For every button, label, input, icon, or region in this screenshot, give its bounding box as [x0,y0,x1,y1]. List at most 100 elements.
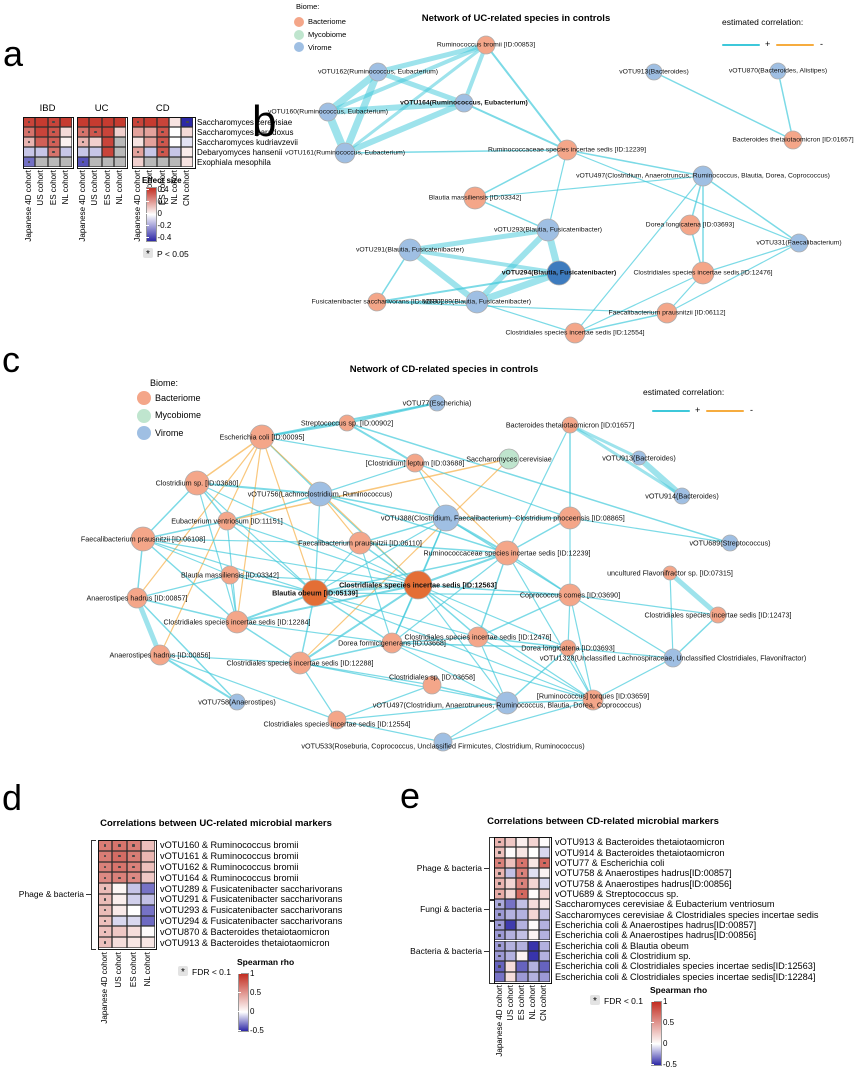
significance-marker [498,902,501,906]
network-node [679,214,701,236]
positive-correlation-symbol: + [695,405,701,415]
network-node [403,570,433,600]
significance-marker [543,861,546,865]
network-node-label: Clostridiales species incertae sedis [ID… [263,720,410,729]
network-node-label: Blautia massiliensis [ID:03342] [429,195,522,202]
row-group-bracket [489,837,494,902]
significance-marker [118,844,121,847]
panel-d-title: Correlations between UC-related microbia… [100,818,332,829]
heatmap-cell [168,117,182,127]
network-edge [226,493,321,522]
heatmap-cell [168,147,182,157]
negative-correlation-symbol: - [750,405,753,415]
significance-marker [136,120,140,124]
heatmap-cell [516,909,528,920]
network-node [432,504,460,532]
heatmap-cell [527,961,539,972]
marker-pair-label: vOTU291 & Fusicatenibacter saccharivoran… [160,894,343,905]
marker-pair-label: vOTU913 & Bacteroides thetaiotaomicron [160,937,330,948]
p-value-legend-text: P < 0.05 [157,249,189,259]
network-node-label: Faecalibacterium prausnitzii [ID:06110] [298,539,422,548]
network-node [367,292,387,312]
significance-marker [498,840,501,844]
significance-marker [132,844,136,847]
network-node-label: vOTU77(Escherichia) [403,399,472,408]
network-edge [391,642,508,704]
marker-pair-label: Escherichia coli & Anaerostipes hadrus[I… [555,919,757,930]
row-group-tick [484,950,489,952]
network-node-label: Clostridiales species incertae sedis [ID… [163,618,310,627]
spearman-colorbar-tick: 1 [663,996,668,1006]
heatmap-cell [126,915,141,927]
network-edge [142,538,361,544]
network-node-label: vOTU161(Ruminococcus, Eubacterium) [285,150,405,157]
network-edge [477,594,571,638]
network-edge [574,312,668,334]
heatmap-cell [89,147,102,157]
cohort-label: US cohort [505,985,515,1021]
spearman-colorbar [651,1001,662,1066]
significance-marker [520,892,524,896]
significance-marker [132,854,136,858]
heatmap-group-title: UC [94,103,109,114]
heatmap-group-title: CD [155,103,170,114]
network-edge [196,482,419,586]
heatmap-cell [77,117,90,127]
heatmap-cell [113,157,127,167]
significance-marker [132,865,136,869]
network-edge [442,702,508,743]
biome-legend-swatch-vir [294,42,304,53]
heatmap-cell [35,137,48,147]
network-edge [229,574,419,586]
network-edge [226,520,316,594]
significance-marker [27,160,31,164]
heatmap-cell [59,147,73,157]
network-edge [319,493,447,519]
heatmap-cell [144,117,157,127]
significance-marker [498,871,501,875]
network-node-label: vOTU331(Faecalibacterium) [756,240,841,247]
cohort-label: ES cohort [48,170,58,206]
spearman-legend-title-d: Spearman rho [237,957,295,967]
heatmap-cell [101,137,114,147]
heatmap-cell [89,157,102,167]
spearman-colorbar-tickmark [238,991,241,993]
network-edge [669,572,674,659]
biome-legend-label: Mycobiome [308,29,347,39]
heatmap-cell [113,117,127,127]
spearman-colorbar-tickmark [651,1063,654,1065]
network-edge [574,272,704,334]
network-edge [196,436,263,484]
network-node [217,511,237,531]
significance-marker [520,861,524,865]
network-edge [672,614,719,659]
network-edge [574,175,704,334]
network-node-label: uncultured Flavonifractor sp. [ID:07315] [607,569,733,578]
cohort-label: Japanese 4D cohort [494,985,504,1057]
heatmap-cell [527,868,539,879]
network-node [422,675,442,695]
network-edge [376,301,668,314]
network-node [536,218,560,242]
network-node-label: Dorea longicatena [ID:03693] [521,644,615,653]
network-edge [261,436,416,464]
network-node [381,632,403,654]
network-edge [567,647,674,659]
heatmap-cell [59,137,73,147]
network-node [405,453,425,473]
network-edge [346,422,731,544]
network-node-label: Clostridiales species incertae sedis [ID… [633,270,772,277]
network-node [709,606,727,624]
network-edge [566,149,704,177]
heatmap-cell [89,117,102,127]
heatmap-cell [527,847,539,858]
network-edge [566,149,800,244]
heatmap-cell [538,930,550,941]
network-edge [462,43,488,105]
heatmap-cell [35,147,48,157]
network-node-label: Anaerostipes hadrus [ID:00856] [109,651,210,660]
heatmap-cell [140,915,156,927]
effect-size-colorbar-tickmark [146,201,149,203]
network-edge [299,662,433,686]
